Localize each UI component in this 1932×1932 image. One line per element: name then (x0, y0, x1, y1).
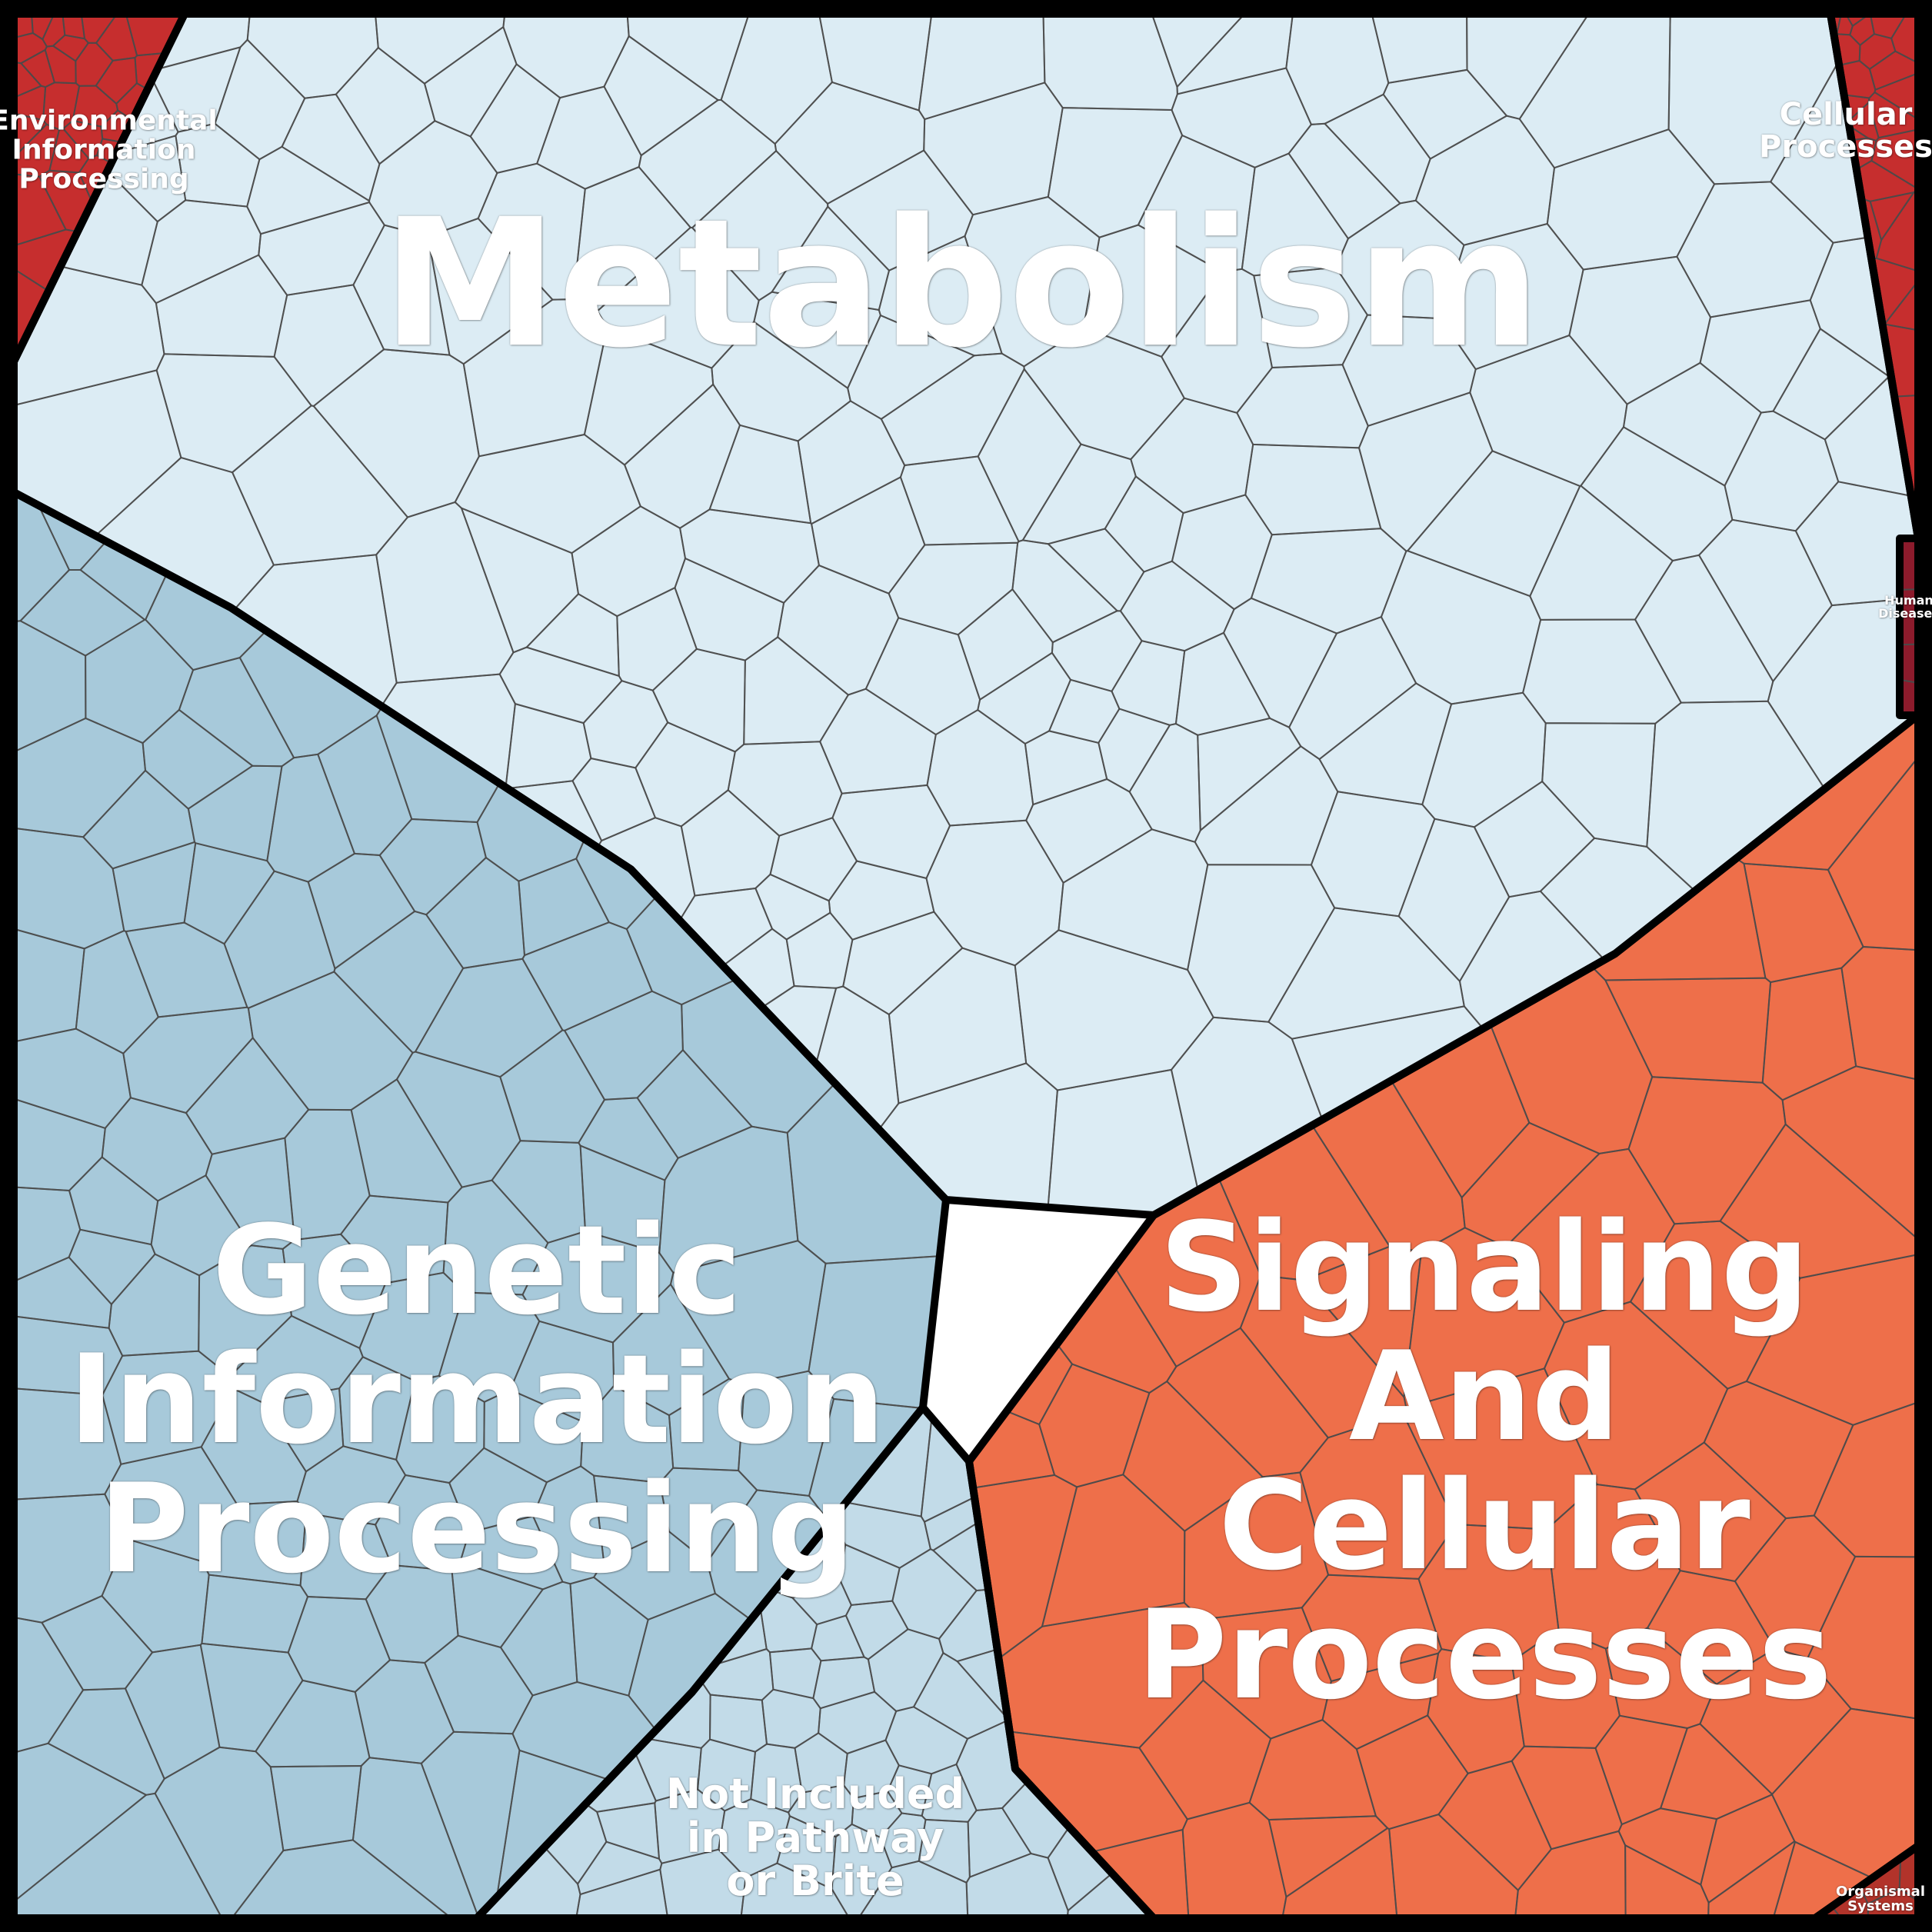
treemap-svg (0, 0, 1932, 1932)
voronoi-treemap: MetabolismGenetic Information Processing… (0, 0, 1932, 1932)
